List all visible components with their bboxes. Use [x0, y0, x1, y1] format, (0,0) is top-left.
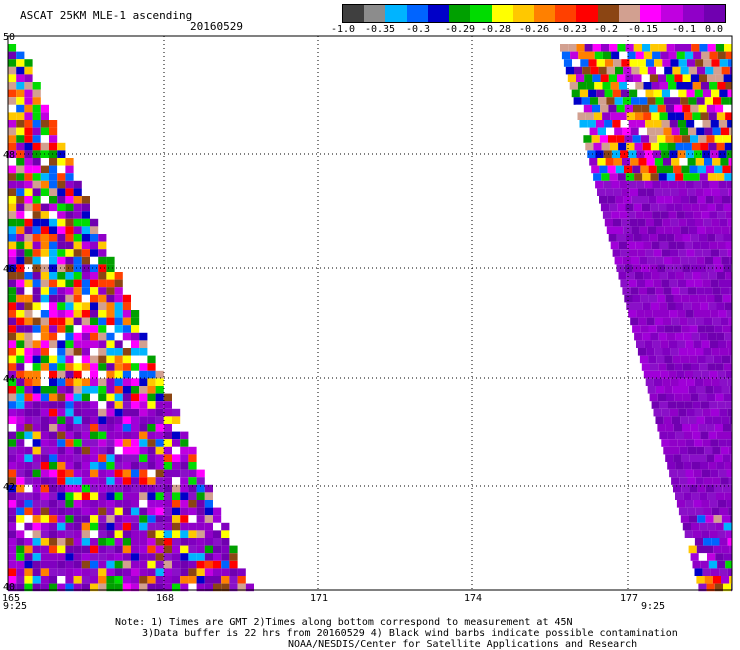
- color-scale-swatch: [597, 5, 619, 22]
- color-scale-swatch: [533, 5, 556, 22]
- color-scale-swatch: [343, 5, 365, 22]
- latitude-labels: 50 48 46 44 42 40: [3, 32, 15, 593]
- note-line-1: Note: 1) Times are GMT 2)Times along bot…: [115, 617, 573, 628]
- color-scale-tick-label: -0.23: [556, 24, 588, 35]
- color-scale-swatch: [682, 5, 704, 22]
- latitude-label: 48: [3, 150, 15, 161]
- color-scale-swatch: [427, 5, 450, 22]
- color-scale-swatch: [640, 5, 662, 22]
- longitude-label: 177: [620, 593, 638, 604]
- longitude-label: 171: [310, 593, 328, 604]
- latitude-label: 50: [3, 32, 15, 43]
- color-scale-tick-label: -0.1: [671, 24, 697, 35]
- color-scale-swatch: [576, 5, 598, 22]
- pass-time-right: 9:25: [641, 601, 665, 612]
- color-scale-swatch: [661, 5, 683, 22]
- latitude-label: 42: [3, 482, 15, 493]
- map-title: ASCAT 25KM MLE-1 ascending: [20, 9, 193, 22]
- color-scale-tick-label: -0.2: [593, 24, 619, 35]
- latitude-label: 46: [3, 264, 15, 275]
- color-scale-tick-label: -0.26: [518, 24, 550, 35]
- note-line-3: NOAA/NESDIS/Center for Satellite Applica…: [288, 639, 638, 650]
- swath-map: 50 48 46 44 42 40 165 168 171 174 177 9:25 9:25: [2, 32, 733, 612]
- longitude-label: 168: [156, 593, 174, 604]
- longitude-label: 174: [464, 593, 482, 604]
- latitude-label: 40: [3, 582, 15, 593]
- color-scale-tick-label: -0.15: [627, 24, 659, 35]
- swath-cells: [8, 44, 733, 592]
- color-scale-tick-label: -0.35: [364, 24, 396, 35]
- map-date: 20160529: [190, 20, 243, 33]
- latitude-label: 44: [3, 374, 15, 385]
- color-scale-swatch: [703, 5, 725, 22]
- color-scale-swatch: [406, 5, 428, 22]
- color-scale-tick-label: -0.29: [444, 24, 476, 35]
- note-line-2: 3)Data buffer is 22 hrs from 20160529 4)…: [142, 628, 678, 639]
- color-scale-swatch: [555, 5, 577, 22]
- color-scale-swatch: [470, 5, 492, 22]
- color-scale-swatch: [491, 5, 513, 22]
- color-scale-bar: [342, 4, 726, 23]
- color-scale-swatch: [449, 5, 471, 22]
- longitude-labels: 165 168 171 174 177: [2, 593, 638, 604]
- longitude-label: 165: [2, 593, 20, 604]
- color-scale-swatch: [618, 5, 641, 22]
- color-scale-tick-label: -0.3: [405, 24, 431, 35]
- color-scale-tick-label: 0.0: [704, 24, 724, 35]
- graticule: [8, 36, 732, 590]
- color-scale-swatch: [512, 5, 534, 22]
- color-scale-tick-label: -1.0: [330, 24, 356, 35]
- color-scale-swatch: [364, 5, 386, 22]
- color-scale-swatch: [385, 5, 407, 22]
- map-frame: [7, 35, 733, 591]
- color-scale-tick-label: -0.28: [480, 24, 512, 35]
- pass-time-left: 9:25: [3, 601, 27, 612]
